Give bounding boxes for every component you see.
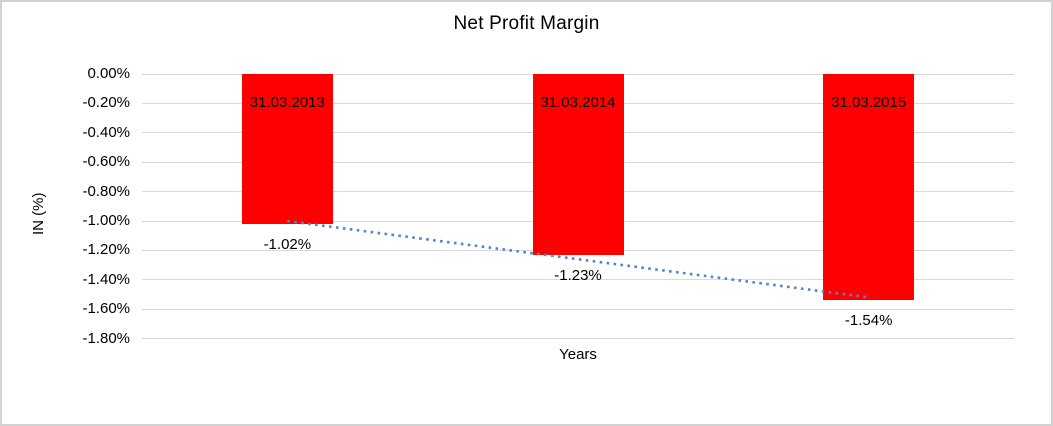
y-tick-label: -0.40%	[82, 123, 130, 141]
y-tick-label: -0.20%	[82, 94, 130, 112]
y-tick-label: -1.60%	[82, 300, 130, 318]
category-label: 31.03.2013	[249, 94, 325, 111]
y-tick-label: -1.20%	[82, 241, 130, 259]
value-label: -1.02%	[263, 235, 312, 253]
y-tick-label: -1.00%	[82, 212, 130, 229]
chart-title: Net Profit Margin	[453, 13, 600, 34]
value-label: -1.23%	[554, 266, 602, 284]
y-tick-label: -1.80%	[82, 329, 130, 347]
gridline	[142, 338, 1014, 340]
value-label: -1.54%	[844, 312, 893, 330]
category-label: 31.03.2015	[831, 94, 907, 111]
y-tick-label: 0.00%	[87, 65, 130, 82]
category-label: 31.03.2014	[540, 94, 616, 111]
y-tick-label: -1.40%	[82, 270, 130, 288]
x-axis-title: Years	[559, 346, 597, 363]
bar	[241, 74, 333, 224]
y-tick-label: -0.60%	[82, 153, 130, 171]
y-tick-label: -0.80%	[82, 182, 130, 200]
gridline	[142, 308, 1014, 310]
